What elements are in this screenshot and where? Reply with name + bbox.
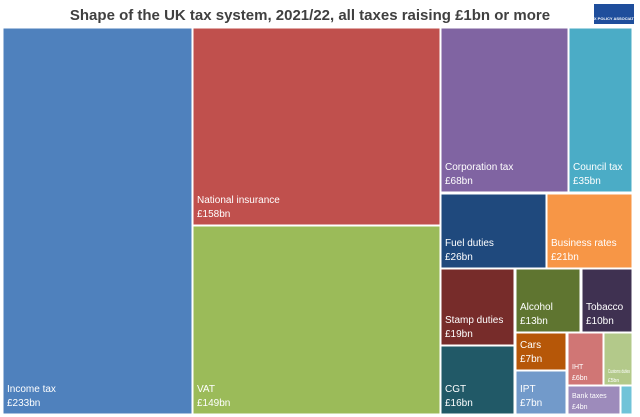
tile-label: Stamp duties [445,315,503,326]
value-label: £19bn [445,329,473,340]
logo-box [594,4,634,24]
tile-label: Business rates [551,238,617,249]
tile [192,225,441,415]
tile [546,193,633,269]
value-label: £35bn [573,176,601,187]
value-label: £16bn [445,398,473,409]
tile [440,27,569,193]
tile [515,332,567,371]
tile-label: Corporation tax [445,162,513,173]
tile-label: Income tax [7,384,56,395]
tile-label: IPT [520,384,536,395]
tile-label: CGT [445,384,466,395]
tile [192,27,441,226]
value-label: £13bn [520,316,548,327]
tile-label: IHT [572,364,584,371]
value-label: £68bn [445,176,473,187]
tile-label: Bank taxes [572,393,607,400]
value-label: £149bn [197,398,230,409]
tile-label: Tobacco [586,302,624,313]
tile [2,27,193,415]
tile-label: VAT [197,384,215,395]
tile [567,385,621,415]
tile [440,268,515,346]
value-label: £10bn [586,316,614,327]
value-label: £26bn [445,252,473,263]
chart-title: Shape of the UK tax system, 2021/22, all… [70,7,550,24]
tile [603,332,633,386]
tile-label: Cars [520,340,541,351]
tile [567,332,604,386]
value-label: £5bn [608,378,619,384]
value-label: £21bn [551,252,579,263]
tile [515,370,567,415]
tile-label: National insurance [197,195,280,206]
tile [440,193,547,269]
tile-label: Fuel duties [445,238,494,249]
tile [440,345,515,415]
tile [515,268,581,333]
tile-label: Alcohol [520,302,553,313]
tile-label: Council tax [573,162,622,173]
value-label: £158bn [197,209,230,220]
tile [568,27,633,193]
tile-label: Customs duties [608,369,630,375]
value-label: £6bn [572,375,588,382]
logo-text: TAX POLICY ASSOCIATES [589,16,640,21]
small-tile [620,385,633,415]
value-label: £7bn [520,354,542,365]
value-label: £4bn [572,404,588,411]
value-label: £233bn [7,398,40,409]
tile [581,268,633,333]
value-label: £7bn [520,398,542,409]
